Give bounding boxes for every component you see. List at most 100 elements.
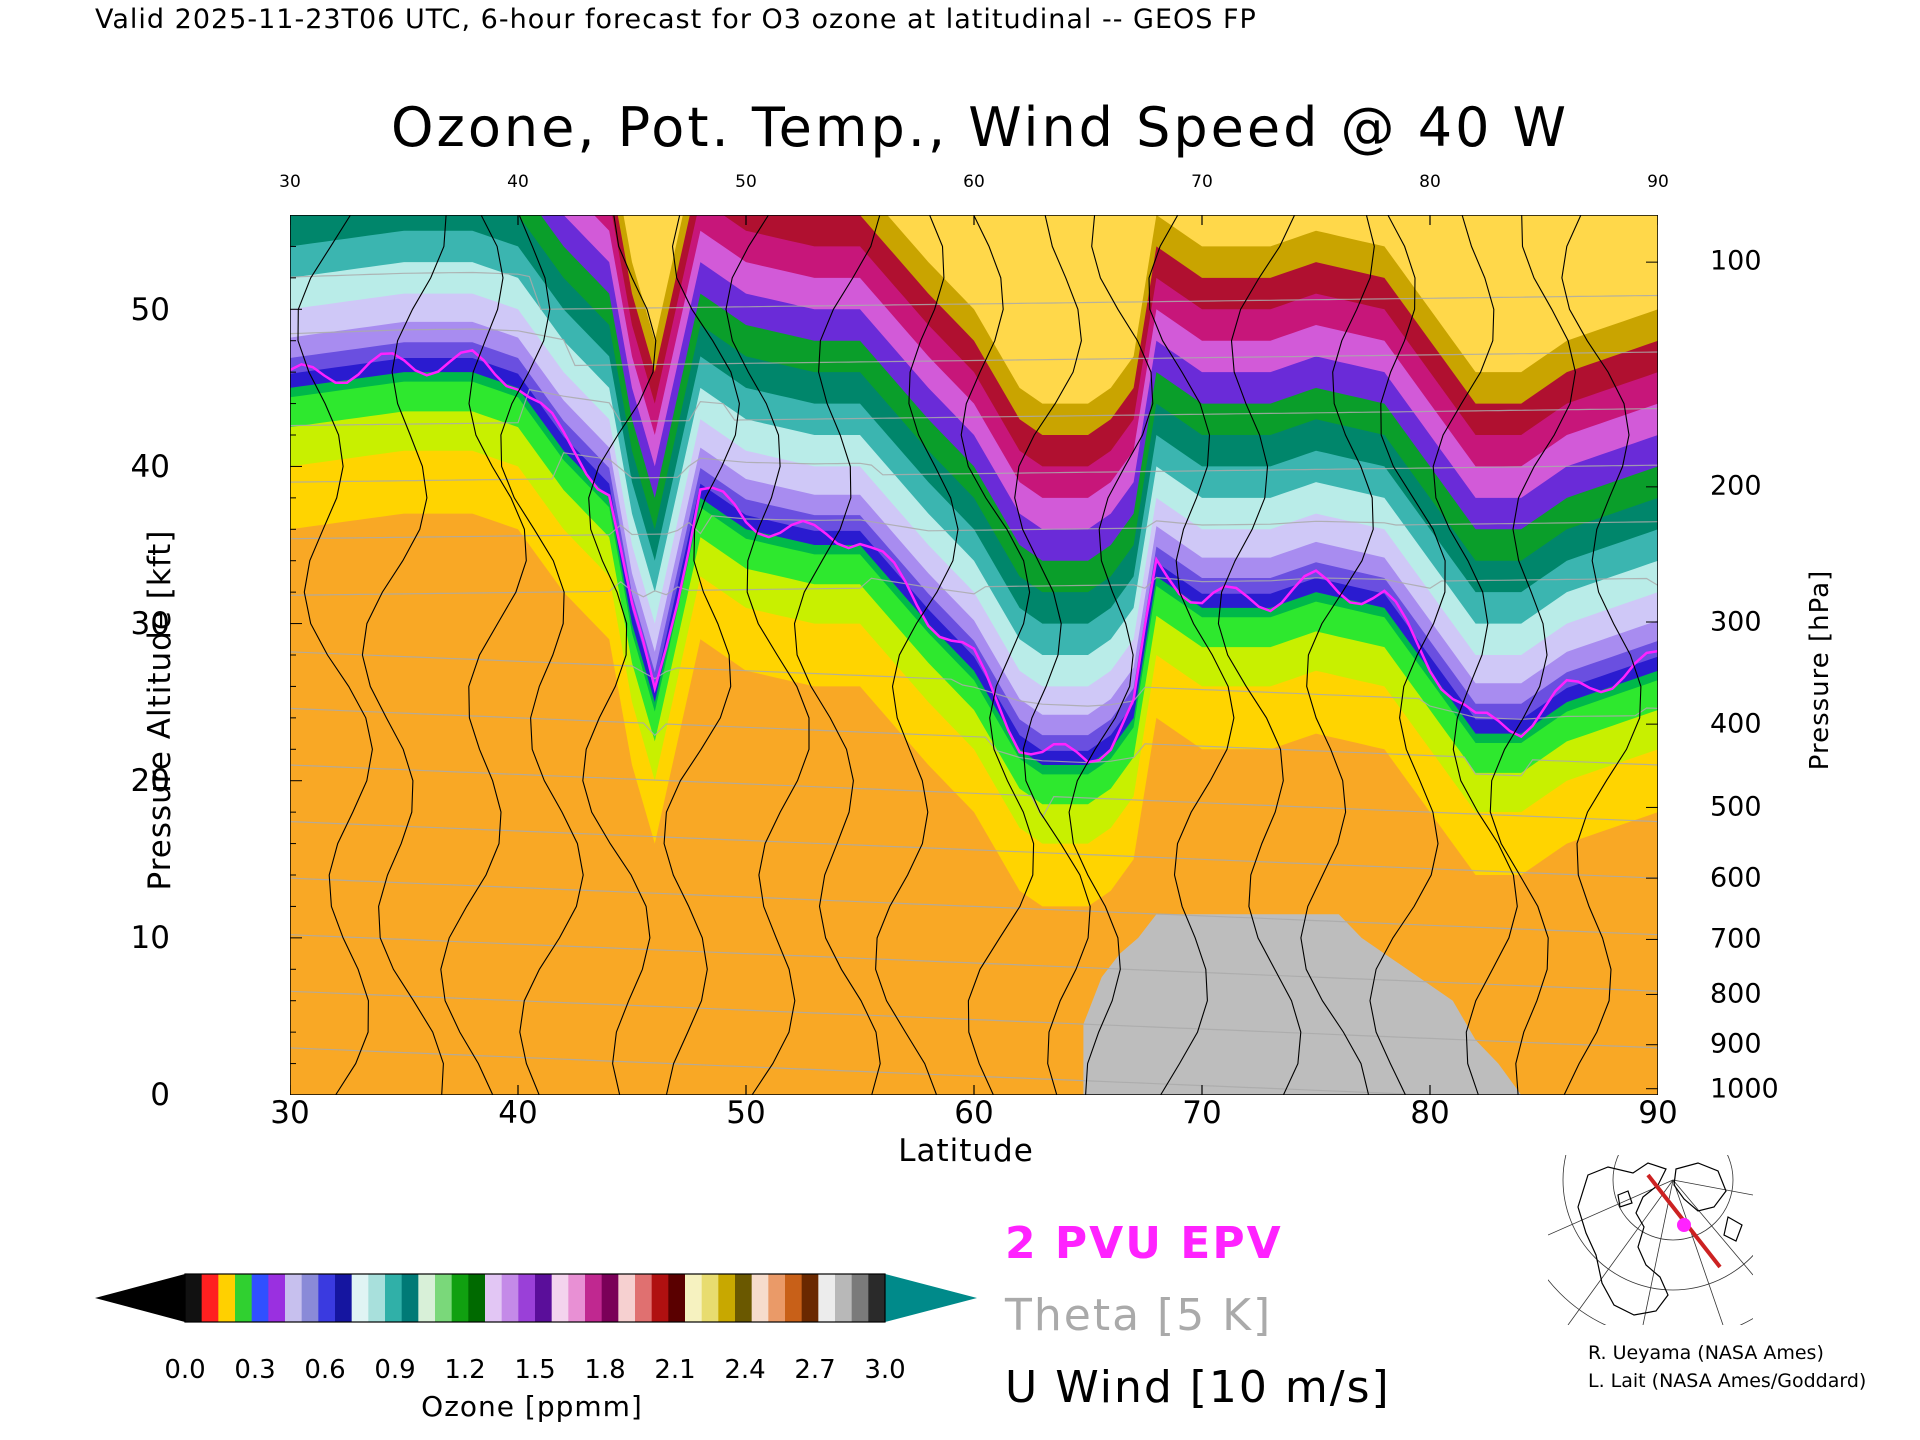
colorbar-segment	[868, 1274, 886, 1322]
epv-2pvu-contour	[290, 349, 1658, 764]
cbar-tick-0.0: 0.0	[164, 1355, 206, 1385]
top-tick-70: 70	[1191, 172, 1213, 192]
x-tick-90: 90	[1638, 1095, 1678, 1131]
colorbar-segment	[385, 1274, 403, 1322]
colorbar-segment	[818, 1274, 836, 1322]
colorbar-segment	[285, 1274, 303, 1322]
colorbar-segment	[601, 1274, 619, 1322]
colorbar-segment	[635, 1274, 653, 1322]
top-tick-90: 90	[1647, 172, 1669, 192]
u-wind-contour	[1561, 215, 1642, 1095]
ozone-colorbar	[95, 1273, 977, 1323]
p-tick-600: 600	[1710, 862, 1762, 894]
ozone-cross-section-plot	[290, 215, 1658, 1095]
colorbar-segment	[518, 1274, 536, 1322]
colorbar-segment	[735, 1274, 753, 1322]
colorbar-segment	[401, 1274, 419, 1322]
u-wind-contour	[1148, 215, 1235, 1095]
cbar-tick-2.7: 2.7	[794, 1355, 836, 1385]
colorbar-segment	[701, 1274, 719, 1322]
colorbar-segment	[301, 1274, 319, 1322]
colorbar-segment	[768, 1274, 786, 1322]
colorbar-segment	[468, 1274, 486, 1322]
ozone-band	[290, 215, 1658, 435]
theta-isentrope	[290, 934, 1658, 992]
colorbar-segment	[685, 1274, 703, 1322]
y-tick-40: 40	[130, 449, 170, 485]
top-tick-30: 30	[279, 172, 301, 192]
cbar-tick-0.6: 0.6	[304, 1355, 346, 1385]
chart-title: Ozone, Pot. Temp., Wind Speed @ 40 W	[390, 96, 1569, 159]
colorbar-segment	[251, 1274, 269, 1322]
colorbar-high-arrow	[885, 1274, 977, 1322]
location-marker	[1677, 1218, 1691, 1232]
top-tick-40: 40	[507, 172, 529, 192]
u-wind-contour	[1014, 215, 1091, 1095]
p-tick-300: 300	[1710, 606, 1762, 638]
p-tick-900: 900	[1710, 1028, 1762, 1060]
section-location-map	[1548, 1155, 1753, 1325]
y-tick-0: 0	[150, 1077, 170, 1113]
y-axis-label: Pressure Altitude [kft]	[142, 529, 178, 891]
y-tick-30: 30	[130, 606, 170, 642]
p-tick-100: 100	[1710, 245, 1762, 277]
valid-time-header: Valid 2025-11-23T06 UTC, 6-hour forecast…	[95, 4, 1257, 35]
terrain-mask	[1083, 914, 1522, 1095]
cbar-tick-2.4: 2.4	[724, 1355, 766, 1385]
theta-isentrope	[290, 990, 1658, 1049]
u-wind-contour	[440, 215, 527, 1095]
colorbar-segment	[551, 1274, 569, 1322]
top-tick-50: 50	[735, 172, 757, 192]
theta-isentrope	[290, 328, 1658, 367]
theta-isentrope	[290, 1047, 1658, 1095]
colorbar-segment	[201, 1274, 219, 1322]
colorbar-segment	[218, 1274, 236, 1322]
u-wind-contour	[1068, 215, 1154, 1095]
credit-lait: L. Lait (NASA Ames/Goddard)	[1588, 1370, 1867, 1392]
colorbar-segment	[318, 1274, 336, 1322]
colorbar-low-arrow	[95, 1274, 185, 1322]
colorbar-segment	[568, 1274, 586, 1322]
cbar-tick-0.9: 0.9	[374, 1355, 416, 1385]
cbar-tick-1.2: 1.2	[444, 1355, 486, 1385]
colorbar-segment	[335, 1274, 353, 1322]
cbar-tick-3.0: 3.0	[864, 1355, 906, 1385]
p-tick-700: 700	[1710, 923, 1762, 955]
y-tick-50: 50	[130, 292, 170, 328]
colorbar-label: Ozone [ppmm]	[421, 1390, 643, 1423]
u-wind-contour	[582, 215, 657, 1095]
colorbar-segment	[451, 1274, 469, 1322]
colorbar-segment	[785, 1274, 803, 1322]
x-tick-70: 70	[1182, 1095, 1222, 1131]
y-tick-10: 10	[130, 920, 170, 956]
theta-isentrope	[290, 452, 1658, 483]
p-tick-800: 800	[1710, 978, 1762, 1010]
colorbar-segment	[535, 1274, 553, 1322]
top-tick-80: 80	[1419, 172, 1441, 192]
u-wind-contour	[1369, 215, 1446, 1095]
colorbar-segment	[718, 1274, 736, 1322]
cbar-tick-2.1: 2.1	[654, 1355, 696, 1385]
p-tick-1000: 1000	[1710, 1073, 1779, 1105]
y-tick-20: 20	[130, 763, 170, 799]
theta-isentrope	[290, 707, 1658, 777]
u-wind-contour	[725, 215, 810, 1095]
theta-isentrope	[290, 388, 1658, 427]
colorbar-segment	[751, 1274, 769, 1322]
colorbar-segment	[501, 1274, 519, 1322]
pressure-axis-label: Pressure [hPa]	[1805, 569, 1835, 771]
x-tick-30: 30	[270, 1095, 310, 1131]
u-wind-contour	[1300, 215, 1375, 1095]
u-wind-contour	[500, 215, 584, 1095]
u-wind-contour	[875, 215, 959, 1095]
cbar-tick-0.3: 0.3	[234, 1355, 276, 1385]
credit-ueyama: R. Ueyama (NASA Ames)	[1588, 1342, 1824, 1364]
theta-isentrope	[290, 877, 1658, 936]
x-axis-label: Latitude	[898, 1133, 1034, 1169]
top-tick-60: 60	[963, 172, 985, 192]
cbar-tick-1.8: 1.8	[584, 1355, 626, 1385]
colorbar-segment	[418, 1274, 436, 1322]
theta-isentrope	[290, 576, 1658, 598]
x-tick-50: 50	[726, 1095, 766, 1131]
u-wind-contour	[1217, 215, 1302, 1095]
